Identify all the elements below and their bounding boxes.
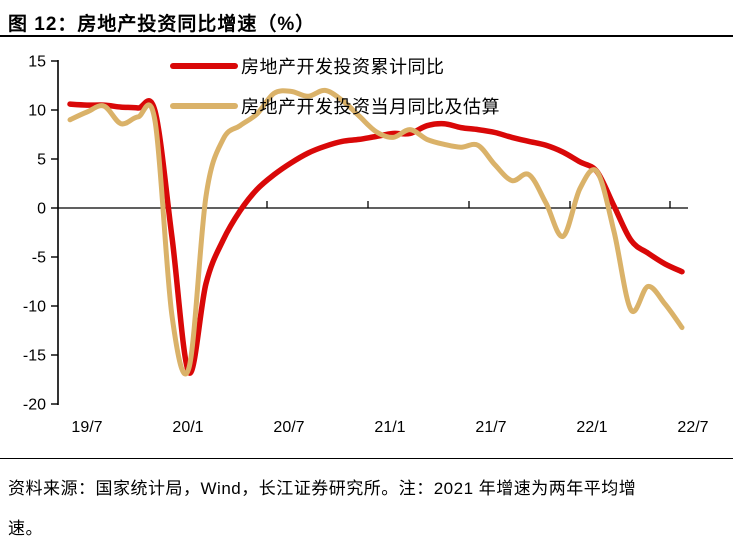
source-note-line1: 资料来源：国家统计局，Wind，长江证券研究所。注：2021 年增速为两年平均增 — [8, 479, 637, 498]
x-axis-tick-label: 20/1 — [172, 419, 203, 436]
y-axis-tick-label: 15 — [28, 54, 46, 71]
page-title: 图 12：房地产投资同比增速（%） — [8, 14, 316, 35]
x-axis-tick-label: 21/1 — [374, 419, 405, 436]
y-axis-tick-label: 0 — [37, 201, 46, 218]
series-line-1 — [67, 87, 685, 377]
chart-canvas: 15 10 5 0 -5 -10 -15 -20 19/7 20/1 20/7 21/1 21/7 22/… — [23, 54, 709, 437]
y-axis-tick-label: -10 — [23, 299, 46, 316]
footer-divider — [0, 458, 733, 459]
y-axis-tick-label: -5 — [32, 250, 46, 267]
x-axis-tick-label: 22/1 — [576, 419, 607, 436]
y-axis-tick-label: -15 — [23, 348, 46, 365]
x-axis-tick-label: 20/7 — [273, 419, 304, 436]
title-divider — [0, 35, 733, 37]
legend: 房地产开发投资累计同比 房地产开发投资当月同比及估算 — [170, 57, 500, 117]
source-note-line2: 速。 — [8, 519, 43, 538]
legend-label-cumulative-yoy: 房地产开发投资累计同比 — [241, 57, 445, 77]
y-axis-tick-label: 10 — [28, 103, 46, 120]
series-line-0 — [67, 97, 685, 376]
legend-label-monthly-yoy: 房地产开发投资当月同比及估算 — [241, 97, 500, 117]
y-axis-tick-label: -20 — [23, 397, 46, 414]
series-layer — [67, 87, 685, 377]
x-axis-tick-label: 21/7 — [475, 419, 506, 436]
y-axis-tick-label: 5 — [37, 152, 46, 169]
x-axis-tick-label: 19/7 — [71, 419, 102, 436]
x-axis-tick-label: 22/7 — [677, 419, 708, 436]
